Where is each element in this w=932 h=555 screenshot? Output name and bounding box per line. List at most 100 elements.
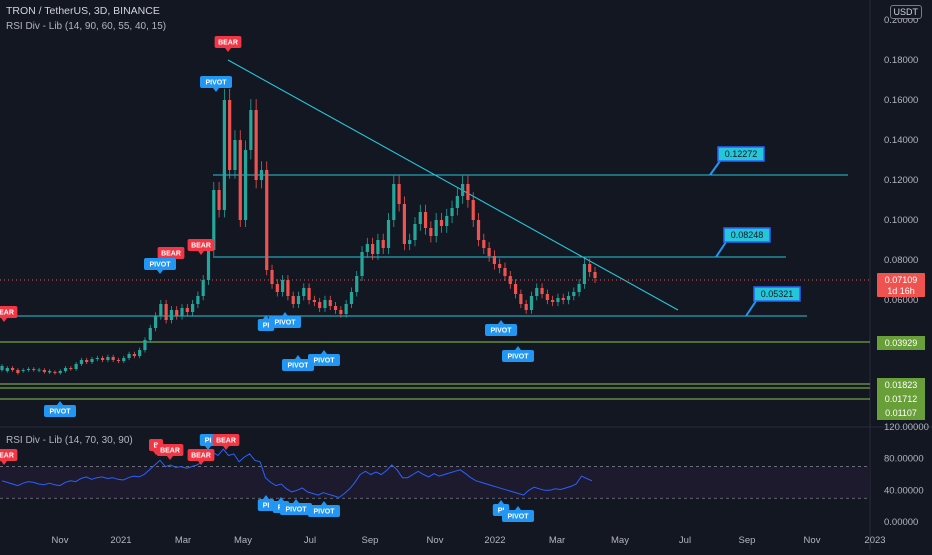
candle-body <box>196 296 200 304</box>
bear-marker-label: BEAR <box>218 40 238 47</box>
green-level-tag[interactable] <box>877 392 925 406</box>
bear-marker-label: BEAR <box>216 438 236 445</box>
candle-body <box>243 150 248 220</box>
currency-badge[interactable]: USDT <box>889 5 922 19</box>
pivot-marker: PIVOT <box>200 76 232 92</box>
candle-body <box>371 244 375 254</box>
pivot-marker-pointer <box>515 346 521 350</box>
candle-body <box>228 100 232 170</box>
candle-body <box>286 280 290 296</box>
pivot-marker: PIVOT <box>282 355 314 371</box>
candle-body <box>21 370 25 371</box>
pivot-marker-pointer <box>205 446 211 450</box>
candle-body <box>185 308 189 312</box>
candle-body <box>53 372 57 373</box>
candle-body <box>206 250 211 280</box>
candle-body <box>48 371 52 373</box>
candle-body <box>561 298 565 300</box>
candle-body <box>0 366 4 370</box>
pivot-marker: PIVOT <box>502 346 534 362</box>
indicator-title: RSI Div - Lib (14, 90, 60, 55, 40, 15) <box>6 21 167 32</box>
candle-body <box>270 270 274 284</box>
pivot-marker-label: PIVOT <box>507 354 529 361</box>
candle-body <box>296 296 301 304</box>
candle-body <box>69 368 73 369</box>
pivot-marker-label: PIVOT <box>205 80 227 87</box>
level-box[interactable] <box>723 227 771 243</box>
candle-body <box>461 184 465 196</box>
candle-body <box>471 200 475 220</box>
candle-body <box>455 196 459 208</box>
pivot-marker-label: PIVOT <box>313 358 335 365</box>
level-box[interactable] <box>753 286 801 302</box>
time-axis-label: Jul <box>304 535 316 546</box>
candle-body <box>153 316 158 328</box>
time-axis-label: Nov <box>427 535 444 546</box>
candle-body <box>344 304 348 314</box>
pivot-marker: PIVOT <box>308 350 340 366</box>
candle-body <box>498 264 502 268</box>
candle-body <box>423 212 428 228</box>
candle-body <box>32 369 36 370</box>
bear-marker-label: B <box>153 443 158 450</box>
green-level-tag-label: 0.01107 <box>885 408 917 418</box>
bear-marker-label: BEAR <box>191 243 211 250</box>
pivot-marker-pointer <box>293 499 299 503</box>
price-axis-tick: 0.06000 <box>884 295 918 306</box>
candle-body <box>513 284 518 294</box>
candle-body <box>26 369 31 370</box>
pivot-marker-label: PI <box>205 438 212 445</box>
pivot-marker-label: PIVOT <box>507 514 529 521</box>
candle-body <box>138 350 142 356</box>
level-box[interactable] <box>717 146 765 162</box>
pivot-marker-box <box>144 258 176 270</box>
candle-body <box>524 304 528 310</box>
green-level-tag[interactable] <box>877 336 925 350</box>
time-axis-label: 2022 <box>484 535 505 546</box>
bear-marker-label: BEAR <box>0 453 14 460</box>
candle-body <box>413 224 417 240</box>
candle-body <box>79 360 84 364</box>
bear-marker-box <box>187 239 215 251</box>
candle-body <box>445 216 449 226</box>
pivot-marker-box <box>269 316 301 328</box>
candle-body <box>265 170 269 270</box>
pivot-marker: PI <box>199 434 217 450</box>
candle-body <box>492 256 497 264</box>
bear-marker-label: BEAR <box>161 251 181 258</box>
current-price-tag[interactable] <box>877 273 925 297</box>
candle-body <box>281 280 285 292</box>
green-level-tag[interactable] <box>877 406 925 420</box>
bear-marker-box <box>0 306 18 318</box>
candle-body <box>418 212 422 224</box>
bear-marker: BEAR <box>0 306 18 322</box>
current-price-countdown: 1d 16h <box>887 286 915 296</box>
bear-marker-box <box>187 449 215 461</box>
level-box-label: 0.12272 <box>725 149 758 159</box>
pivot-marker: PIVOT <box>44 401 76 417</box>
pivot-marker-label: PIVOT <box>287 363 309 370</box>
pivot-marker: PIVOT <box>144 258 176 274</box>
candle-body <box>402 204 406 244</box>
level-box-pointer <box>715 241 727 258</box>
candle-body <box>85 360 89 362</box>
candle-body <box>545 294 549 300</box>
pivot-marker-label: PIVOT <box>149 262 171 269</box>
candle-body <box>37 369 41 371</box>
candle-body <box>175 310 179 316</box>
pivot-marker: PIVOT <box>502 506 534 522</box>
green-level-tag[interactable] <box>877 378 925 392</box>
pivot-marker-pointer <box>498 320 504 324</box>
candle-body <box>508 276 512 284</box>
bear-marker-pointer <box>198 251 204 255</box>
pivot-marker: PIVOT <box>269 312 301 328</box>
bear-marker-box <box>214 36 242 48</box>
bear-marker: BEAR <box>156 444 184 460</box>
candle-body <box>95 358 99 359</box>
time-axis-label: Nov <box>804 535 821 546</box>
candle-body <box>487 248 491 256</box>
candle-body <box>143 340 147 350</box>
green-level-tag-label: 0.01712 <box>885 394 918 404</box>
